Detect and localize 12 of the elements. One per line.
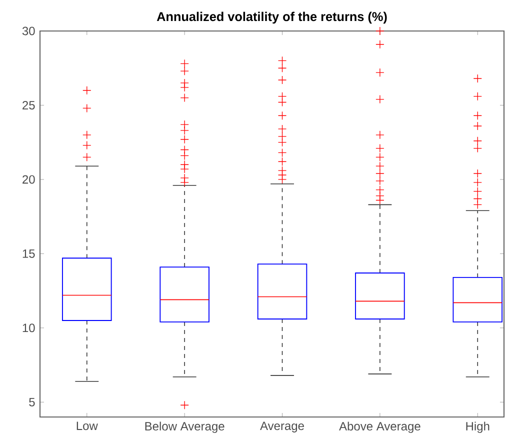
y-tick-label: 5 <box>29 398 35 406</box>
y-tick-label: 10 <box>22 324 35 332</box>
y-tick-label: 30 <box>22 26 35 36</box>
x-tick-label: Below Average <box>145 422 224 433</box>
y-tick-label: 20 <box>22 175 35 184</box>
x-tick-label: High <box>466 422 490 433</box>
x-tick-label: Low <box>76 422 98 430</box>
chart-title: Annualized volatility of the returns (%) <box>156 12 387 24</box>
x-tick-label: Above Average <box>339 422 420 433</box>
y-tick-label: 15 <box>22 249 35 258</box>
y-tick-label: 25 <box>22 100 35 110</box>
x-tick-label: Average <box>260 422 304 432</box>
